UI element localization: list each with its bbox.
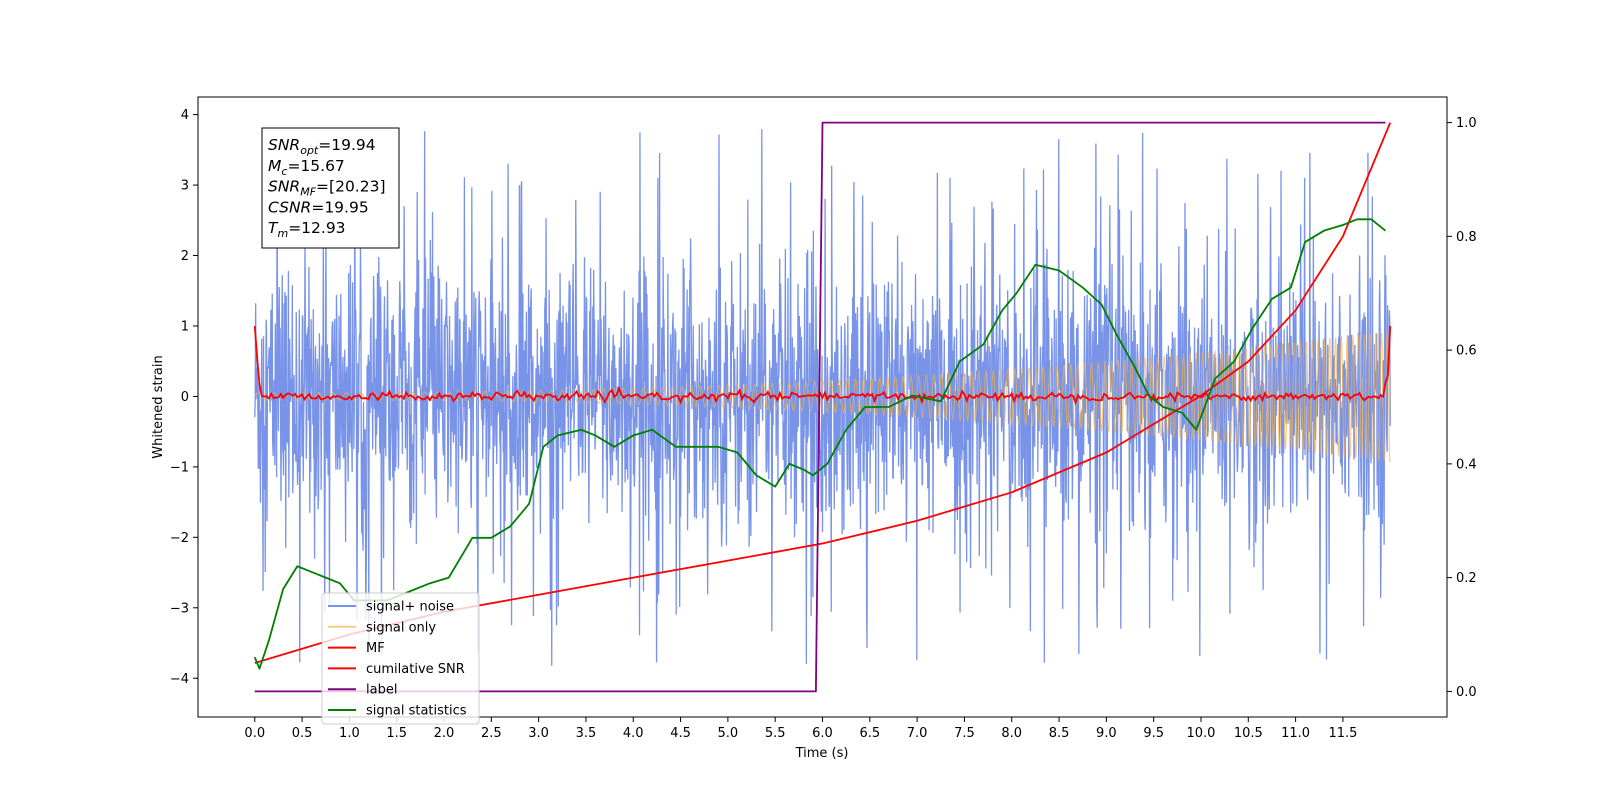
x-tick-label: 11.5: [1328, 726, 1357, 741]
x-tick-label: 9.0: [1096, 726, 1117, 741]
x-tick-label: 5.0: [718, 726, 739, 741]
series-signal-noise: [254, 129, 1391, 666]
y2-tick-label: 0.6: [1456, 344, 1477, 359]
y2-tick-label: 0.8: [1456, 230, 1477, 245]
x-tick-label: 1.0: [339, 726, 360, 741]
y2-tick-label: 1.0: [1456, 116, 1477, 131]
legend-label: signal only: [366, 620, 436, 635]
series-mf: [253, 325, 1392, 406]
x-tick-label: 10.5: [1234, 726, 1263, 741]
x-tick-label: 5.5: [765, 726, 786, 741]
y-tick-label: 2: [181, 249, 189, 264]
x-tick-label: 10.0: [1187, 726, 1216, 741]
x-axis: 0.0 0.5 1.0 1.5 2.0 2.5 3.0 3.5 4.0 4.5 5.0 5.5 6.0 6…: [244, 717, 1357, 741]
x-tick-label: 1.5: [386, 726, 407, 741]
y-axis-right: 1.0 0.8 0.6 0.4 0.2 0.0: [1447, 116, 1477, 700]
x-tick-label: 7.0: [907, 726, 928, 741]
series-label: [254, 121, 1386, 693]
y-tick-label: 4: [181, 108, 189, 123]
annotation-line: SNRMF=[20.23]: [268, 178, 386, 199]
x-axis-label: Time (s): [795, 746, 849, 761]
x-tick-label: 11.0: [1281, 726, 1310, 741]
x-tick-label: 2.0: [434, 726, 455, 741]
legend-label: signal+ noise: [366, 600, 454, 615]
annotation-box: SNRopt=19.94Mc=15.67SNRMF=[20.23]CSNR=19…: [261, 127, 400, 249]
legend: signal+ noise signal only MF cumilative SNR…: [321, 592, 480, 725]
y-tick-label: 1: [181, 319, 189, 334]
x-tick-label: 9.5: [1143, 726, 1164, 741]
x-tick-label: 0.5: [292, 726, 313, 741]
x-tick-label: 0.0: [244, 726, 265, 741]
x-tick-label: 8.5: [1049, 726, 1070, 741]
legend-label: signal statistics: [366, 704, 467, 719]
legend-label: label: [366, 683, 397, 698]
y-tick-label: −1: [170, 460, 189, 475]
y2-tick-label: 0.4: [1456, 457, 1477, 472]
x-tick-label: 8.0: [1001, 726, 1022, 741]
y-tick-label: 3: [181, 179, 189, 194]
y-axis-label: Whitened strain: [151, 355, 166, 458]
annotation-line: Tm=12.93: [268, 219, 346, 240]
x-tick-label: 3.5: [576, 726, 597, 741]
y2-tick-label: 0.2: [1456, 571, 1477, 586]
annotation-line: SNRopt=19.94: [268, 136, 376, 157]
y2-tick-label: 0.0: [1456, 685, 1477, 700]
y-tick-label: −3: [170, 601, 189, 616]
x-tick-label: 6.0: [812, 726, 833, 741]
legend-label: MF: [366, 641, 385, 656]
legend-label: cumilative SNR: [366, 662, 465, 677]
x-tick-label: 2.5: [481, 726, 502, 741]
annotation-line: Mc=15.67: [268, 157, 345, 178]
y-tick-label: 0: [181, 390, 189, 405]
y-tick-label: −4: [170, 672, 189, 687]
x-tick-label: 7.5: [954, 726, 975, 741]
x-tick-label: 3.0: [528, 726, 549, 741]
y-axis-left: 4 3 2 1 0 −1 −2 −3 −4: [170, 108, 198, 687]
x-tick-label: 6.5: [859, 726, 880, 741]
x-tick-label: 4.5: [670, 726, 691, 741]
annotation-line: CSNR=19.95: [268, 198, 369, 216]
y-tick-label: −2: [170, 531, 189, 546]
x-tick-label: 4.0: [623, 726, 644, 741]
